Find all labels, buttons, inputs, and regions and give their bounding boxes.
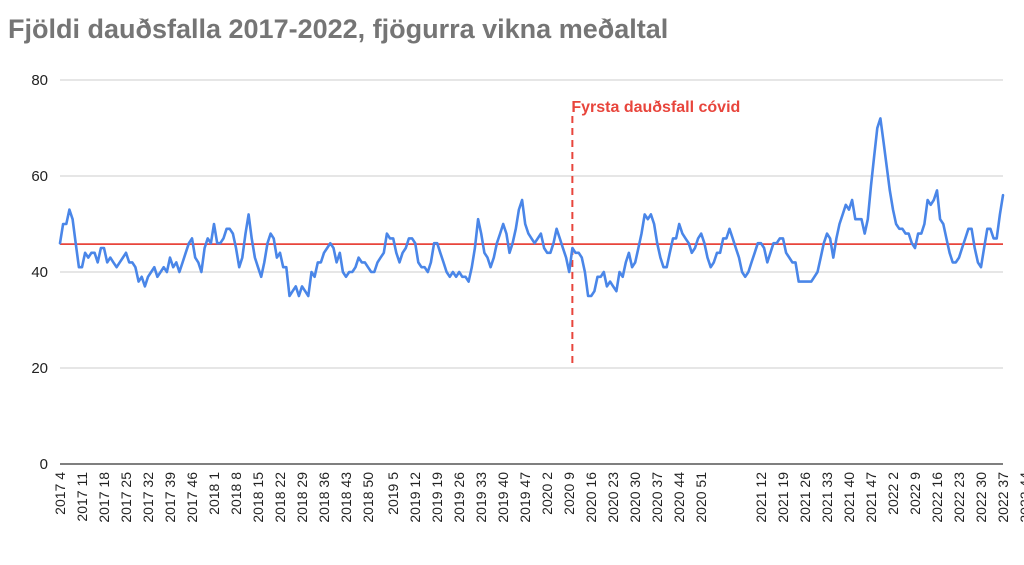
y-tick-label: 80	[31, 72, 48, 89]
x-tick-label: 2021 33	[819, 472, 835, 523]
x-tick-label: 2020 9	[561, 472, 577, 515]
x-tick-label: 2019 5	[385, 472, 401, 515]
y-tick-label: 40	[31, 264, 48, 281]
deaths-series	[58, 117, 1005, 298]
x-tick-label: 2019 47	[517, 472, 533, 523]
x-tick-label: 2022 30	[973, 472, 989, 523]
x-tick-label: 2017 46	[184, 472, 200, 523]
x-tick-label: 2021 12	[753, 472, 769, 523]
x-tick-label: 2017 25	[118, 472, 134, 523]
x-tick-label: 2019 40	[495, 472, 511, 523]
x-tick-label: 2020 16	[583, 472, 599, 523]
covid-annotation: Fyrsta dauðsfall cóvid	[571, 99, 740, 368]
x-tick-label: 2021 47	[863, 472, 879, 523]
x-tick-label: 2019 26	[451, 472, 467, 523]
x-tick-label: 2019 12	[407, 472, 423, 523]
x-tick-label: 2021 19	[775, 472, 791, 523]
x-tick-label: 2022 44	[1017, 472, 1024, 523]
x-tick-label: 2018 50	[360, 472, 376, 523]
x-tick-label: 2022 37	[995, 472, 1011, 523]
x-tick-label: 2018 29	[294, 472, 310, 523]
gridlines	[60, 79, 1003, 369]
x-tick-label: 2020 2	[539, 472, 555, 515]
x-tick-label: 2017 18	[96, 472, 112, 523]
x-tick-label: 2017 4	[52, 472, 68, 515]
annotation-label: Fyrsta dauðsfall cóvid	[571, 99, 740, 116]
x-tick-label: 2020 37	[649, 472, 665, 523]
x-tick-label: 2019 19	[429, 472, 445, 523]
x-tick-label: 2022 16	[929, 472, 945, 523]
x-tick-label: 2018 1	[206, 472, 222, 515]
y-tick-label: 60	[31, 168, 48, 185]
y-tick-label: 20	[31, 360, 48, 377]
x-tick-label: 2017 11	[74, 472, 90, 522]
x-tick-label: 2018 36	[316, 472, 332, 523]
x-tick-label: 2018 8	[228, 472, 244, 515]
chart-title: Fjöldi dauðsfalla 2017-2022, fjögurra vi…	[8, 14, 669, 44]
x-tick-label: 2017 32	[140, 472, 156, 523]
y-axis-ticks: 0 20 40 60 80	[31, 72, 48, 473]
x-tick-label: 2022 2	[885, 472, 901, 515]
y-tick-label: 0	[40, 456, 48, 473]
x-tick-label: 2021 40	[841, 472, 857, 523]
x-tick-label: 2022 23	[951, 472, 967, 523]
x-tick-label: 2018 15	[250, 472, 266, 523]
x-tick-label: 2022 9	[907, 472, 923, 515]
x-axis-ticks: 2017 4 2017 11 2017 18 2017 25 2017 32 2017 3…	[52, 472, 1024, 523]
x-tick-label: 2020 30	[627, 472, 643, 523]
x-tick-label: 2020 51	[693, 472, 709, 523]
x-tick-label: 2018 22	[272, 472, 288, 523]
x-tick-label: 2021 26	[797, 472, 813, 523]
x-tick-label: 2020 44	[671, 472, 687, 523]
x-tick-label: 2018 43	[338, 472, 354, 523]
x-tick-label: 2019 33	[473, 472, 489, 523]
x-tick-label: 2020 23	[605, 472, 621, 523]
series-line	[58, 117, 1005, 298]
x-tick-label: 2017 39	[162, 472, 178, 523]
